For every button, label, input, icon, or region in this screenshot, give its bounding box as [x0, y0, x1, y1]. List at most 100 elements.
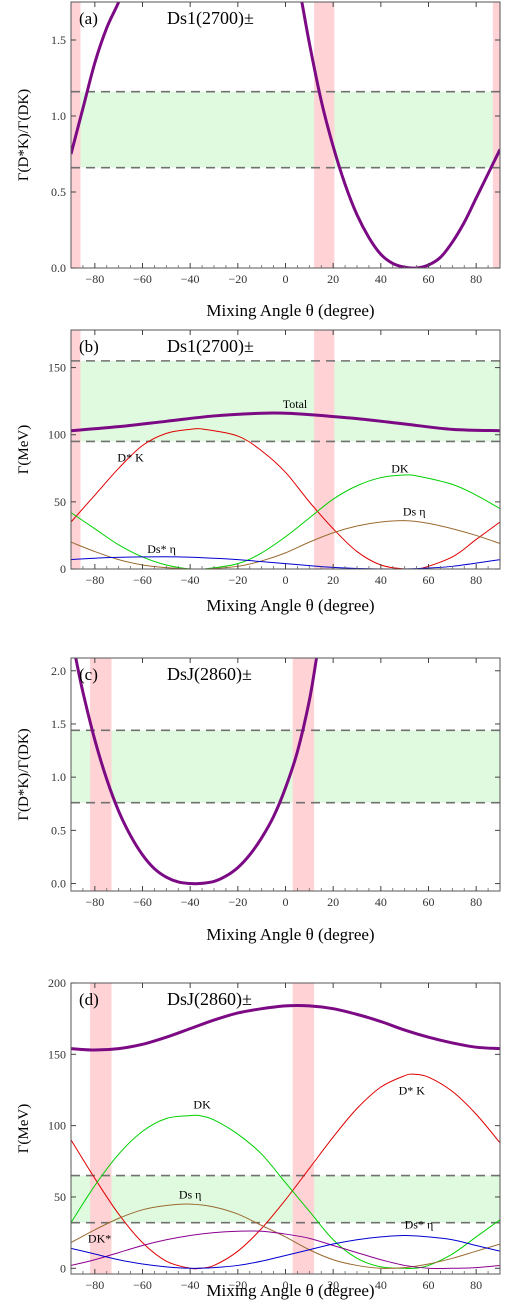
curve-label: Ds* η — [405, 1217, 434, 1231]
x-tick-label: −40 — [181, 573, 200, 587]
angle-range-band — [292, 983, 315, 1274]
x-tick-label: 40 — [375, 1278, 387, 1292]
x-tick-label: 60 — [423, 573, 435, 587]
angle-range-band — [492, 2, 500, 268]
y-tick-label: 0 — [60, 1261, 66, 1275]
state-name: DsJ(2860)± — [167, 664, 252, 685]
x-tick-label: −80 — [85, 272, 104, 286]
series-line-dk — [71, 1114, 500, 1270]
x-tick-label: 40 — [375, 272, 387, 286]
y-tick-label: 150 — [48, 1047, 66, 1061]
curve-label: DK — [391, 461, 409, 475]
x-tick-label: −20 — [228, 573, 247, 587]
x-tick-label: −60 — [133, 1278, 152, 1292]
x-tick-label: 60 — [423, 272, 435, 286]
x-tick-label: 60 — [423, 895, 435, 909]
series-line-dstar_k — [71, 428, 500, 569]
series-line-ratio — [71, 2, 500, 268]
curve-label: Total — [283, 397, 308, 411]
x-tick-label: 0 — [283, 573, 289, 587]
x-axis-title: Mixing Angle θ (degree) — [206, 925, 374, 944]
y-tick-label: 100 — [48, 1119, 66, 1133]
plot-area — [71, 983, 500, 1274]
series-line-dstar_k — [71, 1073, 500, 1270]
y-tick-label: 0 — [60, 562, 66, 576]
angle-range-band — [292, 658, 315, 891]
series-line-dk — [71, 474, 500, 569]
y-axis-title: Γ(MeV) — [16, 1104, 32, 1154]
angle-range-band — [314, 2, 335, 268]
x-tick-label: 60 — [423, 1278, 435, 1292]
x-tick-label: −60 — [133, 573, 152, 587]
x-tick-label: 0 — [283, 272, 289, 286]
curve-label: Ds η — [179, 1187, 202, 1201]
x-tick-label: 80 — [470, 272, 482, 286]
y-tick-label: 150 — [48, 361, 66, 375]
x-tick-label: 20 — [327, 272, 339, 286]
x-tick-label: −80 — [85, 573, 104, 587]
x-tick-label: 20 — [327, 573, 339, 587]
x-tick-label: −80 — [85, 1278, 104, 1292]
panel-b: −80 −60 −40 −20 0 20 40 60 80 0 50 100 150 Mixing Ang… — [16, 329, 501, 615]
angle-range-band — [90, 983, 112, 1274]
state-name: Ds1(2700)± — [167, 8, 254, 29]
x-tick-label: −20 — [228, 1278, 247, 1292]
x-tick-label: −80 — [85, 895, 104, 909]
y-tick-label: 1.5 — [51, 717, 66, 731]
y-tick-label: 0.5 — [51, 185, 66, 199]
series-line-dk_star — [71, 1230, 500, 1270]
constraint-band — [71, 91, 500, 168]
y-axis-title: Γ(MeV) — [16, 425, 32, 475]
panel-a: −80 −60 −40 −20 0 20 40 60 80 0.0 0.5 1.0 1.5 Mixing … — [16, 1, 501, 320]
x-tick-label: 80 — [470, 1278, 482, 1292]
x-tick-label: 0 — [283, 895, 289, 909]
plot-area — [71, 2, 500, 268]
y-tick-label: 0.0 — [51, 261, 66, 275]
y-tick-label: 1.0 — [51, 109, 66, 123]
state-name: DsJ(2860)± — [167, 989, 252, 1010]
x-tick-label: −20 — [228, 895, 247, 909]
y-tick-label: 0.5 — [51, 823, 66, 837]
series-line-ratio — [74, 658, 318, 886]
x-axis-title: Mixing Angle θ (degree) — [206, 1281, 374, 1300]
x-tick-label: 80 — [470, 573, 482, 587]
series-line-total — [71, 411, 500, 433]
panel-tag: (a) — [79, 9, 98, 28]
x-axis-title: Mixing Angle θ (degree) — [206, 301, 374, 320]
plot-frame — [70, 982, 501, 1275]
series-line-ds_eta — [71, 1203, 500, 1269]
panel-c: −80 −60 −40 −20 0 20 40 60 80 0.0 0.5 1.0 1.5 2.0 Mixi… — [16, 657, 501, 944]
x-tick-label: −20 — [228, 272, 247, 286]
y-tick-label: 50 — [54, 1190, 66, 1204]
curve-label: Ds η — [403, 504, 426, 518]
panel-d: −80 −60 −40 −20 0 20 40 60 80 0 50 100 150 200 Mixing … — [16, 976, 501, 1300]
angle-range-band — [90, 658, 112, 891]
panel-tag: (c) — [79, 665, 98, 684]
x-tick-label: 40 — [375, 895, 387, 909]
angle-range-band — [71, 330, 81, 569]
plot-area — [71, 330, 500, 569]
x-tick-label: −40 — [181, 272, 200, 286]
x-tick-label: 40 — [375, 573, 387, 587]
x-tick-label: 80 — [470, 895, 482, 909]
y-tick-label: 2.0 — [51, 664, 66, 678]
x-tick-label: 0 — [283, 1278, 289, 1292]
y-tick-label: 50 — [54, 495, 66, 509]
series-line-ds_star_eta — [71, 1234, 500, 1269]
curve-label: D* K — [399, 1083, 426, 1097]
state-name: Ds1(2700)± — [167, 336, 254, 357]
y-tick-label: 0.0 — [51, 877, 66, 891]
x-axis-title: Mixing Angle θ (degree) — [206, 596, 374, 615]
curve-label: DK* — [88, 1232, 111, 1246]
y-tick-label: 200 — [48, 976, 66, 990]
y-axis-title: Γ(D*K)/Γ(DK) — [16, 728, 32, 820]
curve-label: Ds* η — [147, 542, 176, 556]
series-line-total — [71, 1003, 500, 1052]
x-tick-label: 20 — [327, 1278, 339, 1292]
y-tick-label: 1.5 — [51, 33, 66, 47]
x-tick-label: −40 — [181, 895, 200, 909]
y-tick-label: 1.0 — [51, 770, 66, 784]
x-tick-label: −60 — [133, 895, 152, 909]
panel-tag: (d) — [79, 990, 99, 1009]
